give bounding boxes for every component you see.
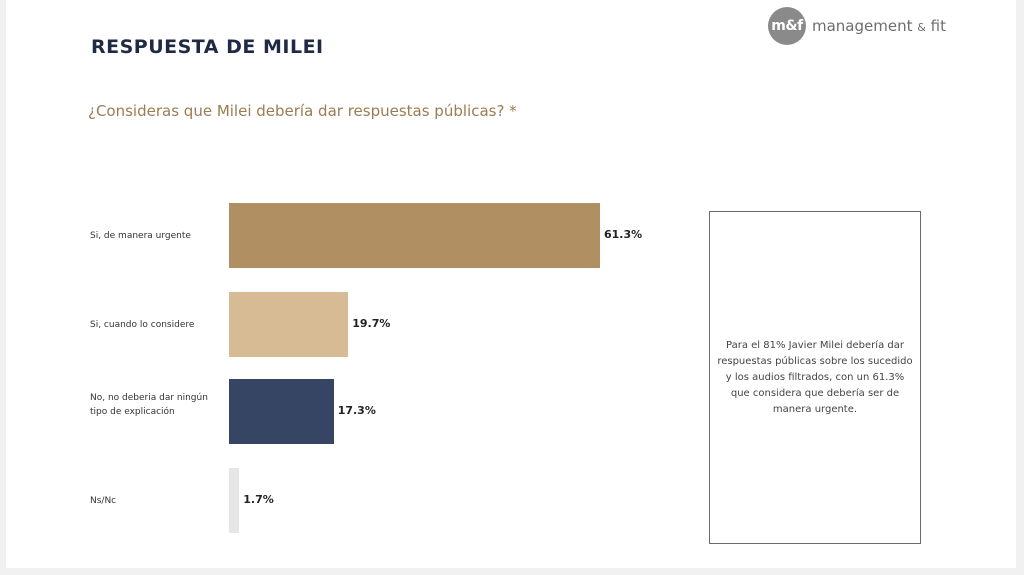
category-label: Si, de manera urgente [90, 230, 191, 241]
note-text: Para el 81% Javier Milei debería dar res… [717, 339, 913, 415]
logo-word-management: management [812, 17, 913, 35]
slide: RESPUESTA DE MILEI m&f management & fit … [6, 0, 1016, 568]
data-label: 17.3% [337, 403, 376, 417]
survey-question: ¿Consideras que Milei debería dar respue… [88, 102, 517, 120]
bar [229, 379, 334, 444]
page-title: RESPUESTA DE MILEI [91, 36, 324, 58]
category-label: Si, cuando lo considere [90, 319, 195, 330]
data-label: 1.7% [243, 492, 274, 506]
logo-word-fit: fit [930, 17, 946, 35]
note-box: Para el 81% Javier Milei debería dar res… [709, 211, 921, 544]
category-label: No, no deberia dar ningún tipo de explic… [90, 392, 208, 417]
logo-mark: m&f [768, 7, 806, 45]
data-label: 61.3% [604, 227, 643, 241]
logo-word-amp: & [917, 21, 926, 34]
logo-wordmark: management & fit [812, 17, 946, 35]
bar [229, 292, 349, 357]
data-label: 19.7% [352, 316, 391, 330]
bar [229, 468, 240, 533]
brand-logo: m&f management & fit [768, 6, 946, 46]
category-label: Ns/Nc [90, 495, 117, 506]
bar-chart: Si, de manera urgente 61.3% Si, cuando lo … [6, 0, 706, 568]
bar [229, 203, 600, 268]
